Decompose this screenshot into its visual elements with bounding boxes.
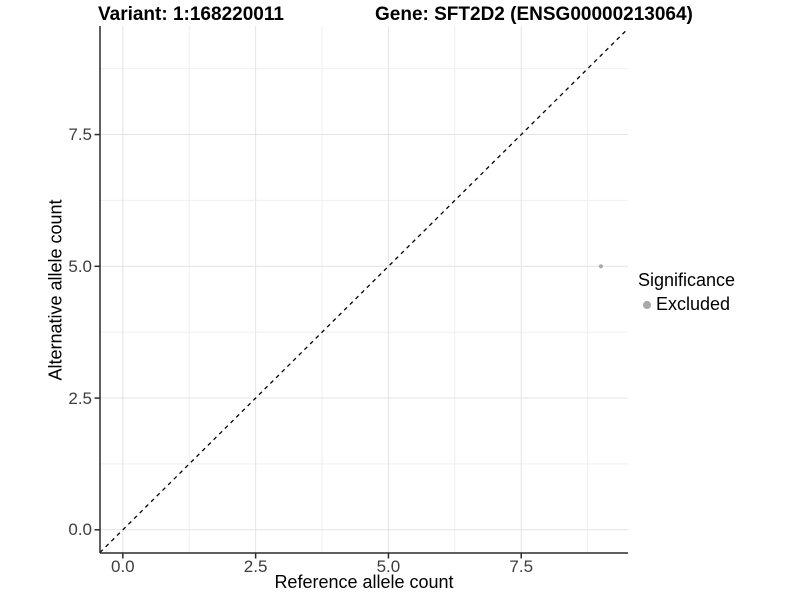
plot-panel	[94, 26, 629, 559]
y-tick-label: 0.0	[68, 520, 92, 540]
legend-item-label: Excluded	[656, 294, 731, 314]
plot-title-variant: Variant: 1:168220011	[98, 4, 284, 25]
identity-reference-line	[99, 28, 629, 553]
y-axis-title: Alternative allele count	[45, 199, 66, 381]
legend-title: Significance	[638, 270, 736, 290]
x-axis-title: Reference allele count	[274, 572, 454, 592]
data-point	[598, 264, 604, 269]
x-tick-label: 2.5	[243, 557, 268, 576]
plot-canvas	[94, 26, 629, 559]
x-tick-label: 0.0	[111, 557, 135, 576]
legend-item-excluded: Excluded	[638, 294, 735, 315]
x-tick-label: 7.5	[509, 557, 534, 576]
plot-title-gene: Gene: SFT2D2 (ENSG00000213064)	[375, 4, 693, 25]
y-tick-label: 2.5	[68, 388, 92, 408]
y-tick-label: 7.5	[68, 125, 92, 145]
y-tick-label: 5.0	[68, 256, 92, 276]
legend-swatch-excluded-icon	[643, 300, 651, 309]
legend: Significance Excluded	[638, 270, 735, 315]
x-tick-label: 5.0	[376, 557, 401, 576]
